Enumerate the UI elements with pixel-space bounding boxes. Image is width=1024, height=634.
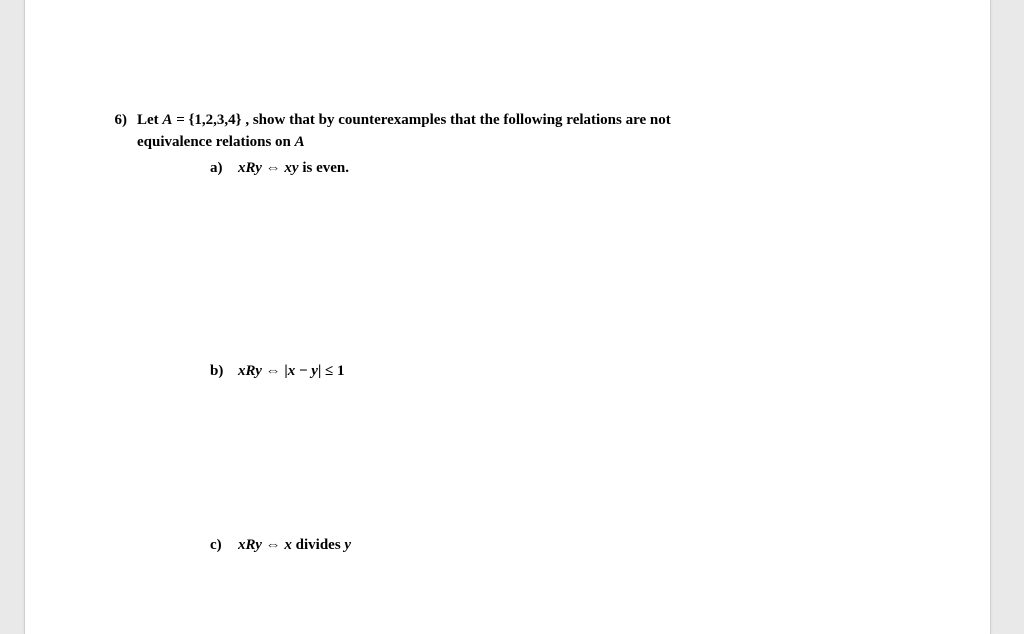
part-label: b) [210,361,238,383]
var-x: x [284,537,292,553]
math: xy [284,160,298,176]
question-6: 6) Let A = {1,2,3,4} , show that by coun… [95,110,920,154]
part-text: xRy ⇔ x divides y [238,535,920,557]
question-number: 6) [95,110,137,154]
minus: − [295,363,311,379]
text: divides [292,537,345,553]
part-a: a) xRy ⇔ xy is even. [210,158,920,180]
text: = [172,112,188,128]
page-content: 6) Let A = {1,2,3,4} , show that by coun… [95,110,920,557]
document-page: 6) Let A = {1,2,3,4} , show that by coun… [24,0,991,634]
var-y: y [344,537,351,553]
part-c: c) xRy ⇔ x divides y [210,535,920,557]
var-A: A [295,134,305,150]
text: equivalence relations on [137,134,295,150]
part-b: b) xRy ⇔ |x − y| ≤ 1 [210,361,920,383]
part-label: c) [210,535,238,557]
le: ≤ 1 [321,363,344,379]
iff: ⇔ [262,363,285,379]
iff: ⇔ [262,160,285,176]
var-y: y [311,363,318,379]
part-label: a) [210,158,238,180]
part-text: xRy ⇔ xy is even. [238,158,920,180]
question-text: Let A = {1,2,3,4} , show that by counter… [137,110,920,154]
text: is even. [299,160,349,176]
math: xRy [238,363,262,379]
iff: ⇔ [262,537,285,553]
viewport: 6) Let A = {1,2,3,4} , show that by coun… [0,0,1024,634]
math: xRy [238,537,262,553]
math: xRy [238,160,262,176]
var-A: A [162,112,172,128]
part-text: xRy ⇔ |x − y| ≤ 1 [238,361,920,383]
text: Let [137,112,162,128]
text: , show that by counterexamples that the … [242,112,671,128]
set-literal: {1,2,3,4} [189,112,242,128]
